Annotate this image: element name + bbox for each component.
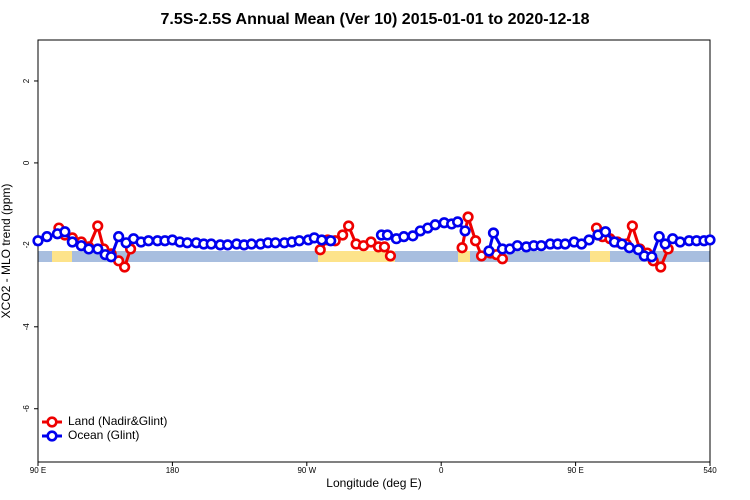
y-axis-label: XCO2 - MLO trend (ppm) <box>0 184 13 319</box>
legend-marker <box>46 416 58 428</box>
point <box>181 237 193 249</box>
point <box>92 243 104 255</box>
point <box>205 238 217 250</box>
x-tick-label: 90 E <box>567 466 583 475</box>
point <box>365 236 377 248</box>
y-tick-label: -2 <box>22 241 31 249</box>
point <box>119 261 131 273</box>
point <box>325 235 337 247</box>
point <box>583 234 595 246</box>
point <box>655 261 667 273</box>
point <box>407 230 419 242</box>
point <box>59 226 71 238</box>
point <box>599 226 612 238</box>
y-tick-label: 2 <box>22 78 31 83</box>
point <box>293 235 305 247</box>
point <box>462 211 474 223</box>
legend-label: Ocean (Glint) <box>68 428 139 442</box>
point <box>41 231 53 243</box>
point <box>623 242 635 254</box>
point <box>222 239 234 251</box>
point <box>429 219 441 231</box>
point <box>113 231 125 243</box>
x-tick-label: 180 <box>166 466 180 475</box>
point <box>535 240 547 252</box>
point <box>378 241 391 253</box>
point <box>496 253 509 265</box>
point <box>459 225 471 237</box>
legend-marker <box>46 430 58 442</box>
chart-title: 7.5S-2.5S Annual Mean (Ver 10) 2015-01-0… <box>161 11 590 28</box>
point <box>559 238 571 250</box>
land-band <box>590 251 610 262</box>
point <box>314 244 326 256</box>
point <box>381 229 394 241</box>
x-tick-label: 90 E <box>30 466 46 475</box>
x-tick-label: 0 <box>439 466 444 475</box>
point <box>343 220 355 232</box>
point <box>66 236 78 248</box>
point <box>452 216 464 228</box>
point <box>626 220 638 232</box>
legend-label: Land (Nadir&Glint) <box>68 414 167 428</box>
point <box>653 231 665 243</box>
point <box>674 236 686 248</box>
point <box>469 235 482 247</box>
y-tick-label: 0 <box>22 160 31 165</box>
land-band <box>458 251 470 262</box>
point <box>483 245 495 257</box>
point <box>646 251 658 263</box>
point <box>92 220 104 232</box>
point <box>511 240 523 252</box>
point <box>83 243 95 255</box>
point <box>269 237 282 249</box>
y-tick-label: -4 <box>22 323 31 331</box>
point <box>32 235 44 247</box>
point <box>142 235 155 247</box>
point <box>704 234 716 246</box>
point <box>398 231 410 243</box>
point <box>245 238 258 250</box>
y-tick-label: -6 <box>22 405 31 413</box>
point <box>337 229 349 241</box>
point <box>659 238 671 250</box>
point <box>487 227 500 239</box>
plot-frame <box>37 39 711 463</box>
land-band <box>52 251 72 262</box>
x-tick-label: 90 W <box>297 466 316 475</box>
point <box>316 234 328 246</box>
x-tick-label: 540 <box>703 466 717 475</box>
point <box>456 242 468 254</box>
x-axis-label: Longitude (deg E) <box>326 476 421 490</box>
land-band <box>318 251 395 262</box>
point <box>384 250 397 262</box>
point <box>105 251 117 263</box>
